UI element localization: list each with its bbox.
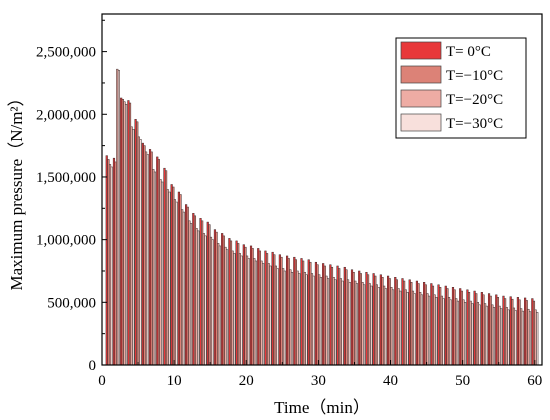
- bar-4-min-38: [377, 287, 380, 366]
- bar-4-min-42: [406, 292, 409, 366]
- legend-label-3: T=−20°C: [446, 92, 503, 108]
- y-tick-label: 0: [89, 358, 97, 374]
- bar-4-min-51: [471, 303, 474, 366]
- y-tick-label: 1,500,000: [36, 170, 96, 186]
- bar-4-min-52: [478, 304, 481, 366]
- bar-4-min-41: [399, 290, 402, 366]
- y-tick-label: 1,000,000: [36, 233, 96, 249]
- y-tick-label: 500,000: [47, 295, 96, 311]
- bar-4-min-5: [139, 139, 142, 366]
- bar-4-min-35: [355, 283, 358, 366]
- x-tick-label: 40: [383, 373, 398, 389]
- legend-label-2: T=−10°C: [446, 68, 503, 84]
- bar-4-min-14: [204, 235, 207, 366]
- bar-4-min-59: [528, 311, 532, 366]
- legend-swatch-4: [400, 113, 442, 132]
- bar-4-min-34: [348, 282, 351, 366]
- bar-4-min-36: [363, 284, 366, 366]
- bar-4-min-27: [298, 273, 301, 366]
- bar-4-min-17: [226, 249, 229, 366]
- bar-4-min-20: [247, 258, 250, 366]
- legend-swatch-1: [400, 41, 442, 60]
- bar-4-min-57: [514, 310, 517, 366]
- bar-4-min-7: [153, 171, 157, 366]
- bar-4-min-13: [197, 230, 200, 366]
- x-tick-label: 30: [311, 373, 326, 389]
- bar-4-min-53: [485, 305, 488, 366]
- bar-4-min-16: [218, 245, 221, 366]
- x-axis-title: Time（min）: [274, 398, 370, 417]
- bar-4-min-58: [521, 310, 524, 366]
- bar-4-min-56: [507, 309, 510, 366]
- bar-4-min-28: [305, 274, 308, 366]
- bar-4-min-6: [146, 154, 149, 366]
- bar-4-min-45: [427, 295, 431, 366]
- bar-4-min-54: [492, 307, 496, 366]
- bar-4-min-19: [240, 255, 243, 366]
- legend-swatch-3: [400, 89, 442, 108]
- bar-4-min-49: [456, 300, 459, 366]
- bar-4-min-11: [182, 211, 185, 366]
- y-axis-ticks: 0 500,000 1,000,000 1,500,000 2,000,000 2,500…: [36, 19, 107, 374]
- x-tick-label: 60: [527, 373, 542, 389]
- bar-4-min-37: [370, 285, 373, 366]
- bar-4-min-9: [168, 191, 171, 366]
- bar-4-min-21: [254, 260, 258, 366]
- bar-4-min-29: [312, 275, 315, 366]
- bar-4-min-40: [391, 289, 395, 366]
- bar-4-min-2: [117, 70, 120, 366]
- legend-label-1: T= 0°C: [446, 44, 491, 60]
- bar-4-min-60: [536, 312, 539, 366]
- bar-4-min-3: [125, 104, 128, 366]
- bar-4-min-39: [384, 288, 387, 366]
- x-tick-label: 20: [239, 373, 254, 389]
- bar-4-min-12: [189, 223, 193, 366]
- x-tick-label: 10: [167, 373, 182, 389]
- x-axis-ticks: 0 10 20 30 40 50 60: [98, 360, 542, 389]
- bar-4-min-4: [132, 129, 135, 366]
- bar-4-min-18: [233, 253, 236, 366]
- bar-4-min-10: [175, 201, 178, 366]
- y-axis-title: Maximum pressure（N/m²）: [7, 89, 26, 290]
- bar-4-min-48: [449, 299, 452, 366]
- legend-swatch-2: [400, 65, 442, 84]
- bar-4-min-31: [327, 278, 330, 366]
- bar-4-min-43: [413, 293, 416, 366]
- bar-4-min-47: [442, 298, 445, 366]
- x-tick-label: 50: [455, 373, 470, 389]
- bar-4-min-24: [276, 268, 279, 366]
- bar-4-min-44: [420, 294, 423, 366]
- plot-frame: [101, 13, 543, 366]
- x-tick-label: 0: [98, 373, 106, 389]
- bar-4-min-1: [110, 166, 113, 366]
- bar-4-min-8: [161, 181, 164, 366]
- bar-4-min-55: [500, 308, 503, 366]
- bar-4-min-33: [341, 280, 344, 366]
- bar-4-min-25: [283, 270, 286, 366]
- legend-label-4: T=−30°C: [446, 116, 503, 132]
- y-tick-label: 2,500,000: [36, 45, 96, 61]
- bar-4-min-26: [290, 271, 294, 366]
- bar-4-min-46: [435, 297, 438, 366]
- bar-4-min-50: [464, 302, 467, 366]
- legend: T= 0°C T=−10°C T=−20°C T=−30°C: [395, 37, 527, 139]
- bar-4-min-32: [334, 279, 337, 366]
- bar-4-min-22: [262, 263, 265, 366]
- bar-4-min-15: [211, 239, 214, 366]
- y-tick-label: 2,000,000: [36, 107, 96, 123]
- bar-4-min-23: [269, 265, 272, 366]
- bar-4-min-30: [319, 277, 322, 366]
